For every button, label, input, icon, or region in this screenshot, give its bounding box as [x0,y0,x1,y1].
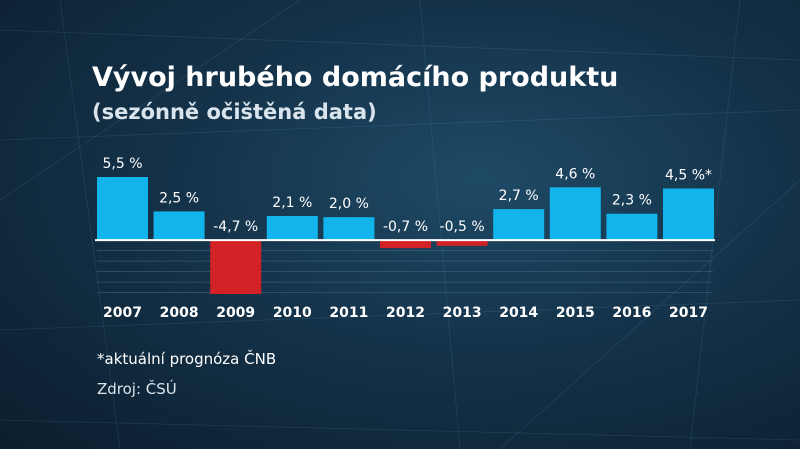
x-tick-label-2007: 2007 [103,305,142,321]
data-label-2015: 4,6 % [555,166,595,182]
x-tick-label-2017: 2017 [669,305,708,321]
bar-2015 [549,187,601,241]
x-tick-label-2014: 2014 [499,305,538,321]
bar-2017 [663,188,714,241]
data-label-2011: 2,0 % [329,196,369,212]
forecast-footnote: *aktuální prognóza ČNB [97,350,277,368]
bar-2013 [436,240,488,246]
x-tick-label-2009: 2009 [216,305,255,321]
data-label-2013: -0,5 % [440,219,485,235]
data-label-2008: 2,5 % [159,190,199,206]
x-tick-label-2015: 2015 [556,305,595,321]
bar-2008 [153,211,205,241]
source-note: Zdroj: ČSÚ [97,380,177,398]
x-tick-label-2012: 2012 [386,305,425,321]
bar-2010 [266,216,318,241]
x-tick-label-2010: 2010 [273,305,312,321]
chart-subtitle: (sezónně očištěná data) [92,100,377,124]
x-tick-label-2008: 2008 [160,305,199,321]
bar-2007 [97,177,148,241]
data-label-2012: -0,7 % [383,219,428,235]
data-label-2017: 4,5 %* [665,167,712,183]
x-tick-label-2016: 2016 [612,305,651,321]
data-label-2009: -4,7 % [213,219,258,235]
chart-title: Vývoj hrubého domácího produktu [92,62,619,93]
data-label-2010: 2,1 % [272,195,312,211]
data-label-2016: 2,3 % [612,193,652,209]
x-tick-label-2013: 2013 [443,305,482,321]
bar-2014 [493,209,545,241]
bar-2016 [606,213,658,241]
data-label-2014: 2,7 % [499,188,539,204]
bar-2011 [323,217,375,241]
data-label-2007: 5,5 % [102,156,142,172]
x-tick-label-2011: 2011 [329,305,368,321]
bar-2009 [210,240,262,294]
bar-2012 [380,240,431,249]
